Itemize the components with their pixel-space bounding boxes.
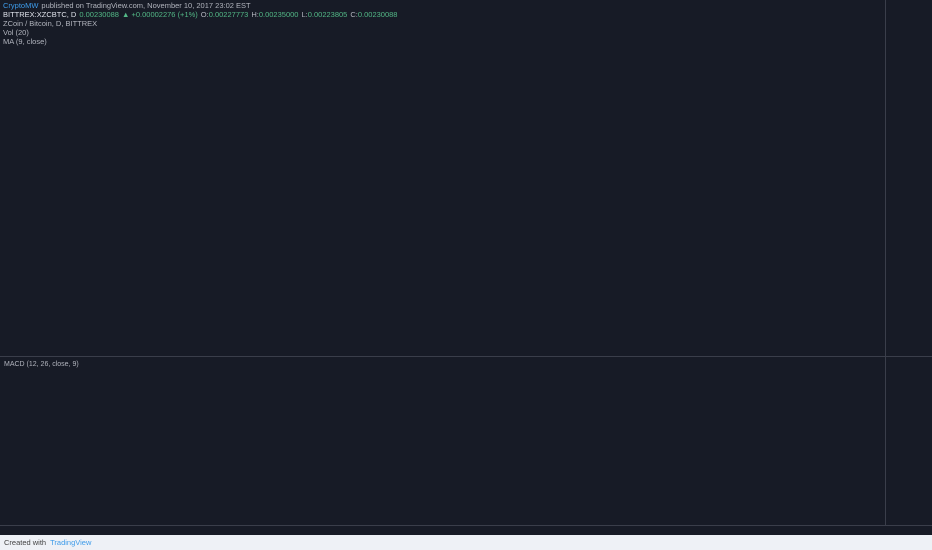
published: published on TradingView.com, November 1…	[41, 1, 251, 10]
author[interactable]: CryptoMW	[3, 1, 39, 10]
macd-title: MACD (12, 26, close, 9)	[4, 361, 79, 368]
ohlc-key: H:	[251, 10, 259, 19]
publish-line: CryptoMW published on TradingView.com, No…	[3, 1, 400, 10]
chart-title: ZCoin / Bitcoin, D, BITTREX	[3, 19, 98, 28]
symbol: BITTREX:XZCBTC, D	[3, 10, 77, 19]
footer: Created with TradingView	[0, 535, 932, 550]
header: CryptoMW published on TradingView.com, No…	[3, 1, 400, 46]
symbol-line: BITTREX:XZCBTC, D 0.00230088 ▲ +0.00002276…	[3, 10, 400, 19]
ohlc-key: C:	[350, 10, 358, 19]
ohlc-value: 0.00235000	[258, 10, 299, 19]
brand[interactable]: TradingView	[50, 538, 92, 547]
ohlc-key: L:	[301, 10, 308, 19]
volume-label: Vol (20)	[3, 28, 29, 37]
background	[0, 0, 932, 535]
ohlc-value: 0.00223805	[307, 10, 348, 19]
ohlc-value: 0.00227773	[208, 10, 249, 19]
price: 0.00230088	[79, 10, 119, 19]
ohlc-value: 0.00230088	[357, 10, 398, 19]
ma-label: MA (9, close)	[3, 37, 47, 46]
change: ▲ +0.00002276 (+1%)	[121, 10, 198, 19]
ohlc-key: O:	[200, 10, 209, 19]
chart: MACD (12, 26, close, 9)	[0, 0, 932, 535]
created-with: Created with	[4, 538, 47, 547]
